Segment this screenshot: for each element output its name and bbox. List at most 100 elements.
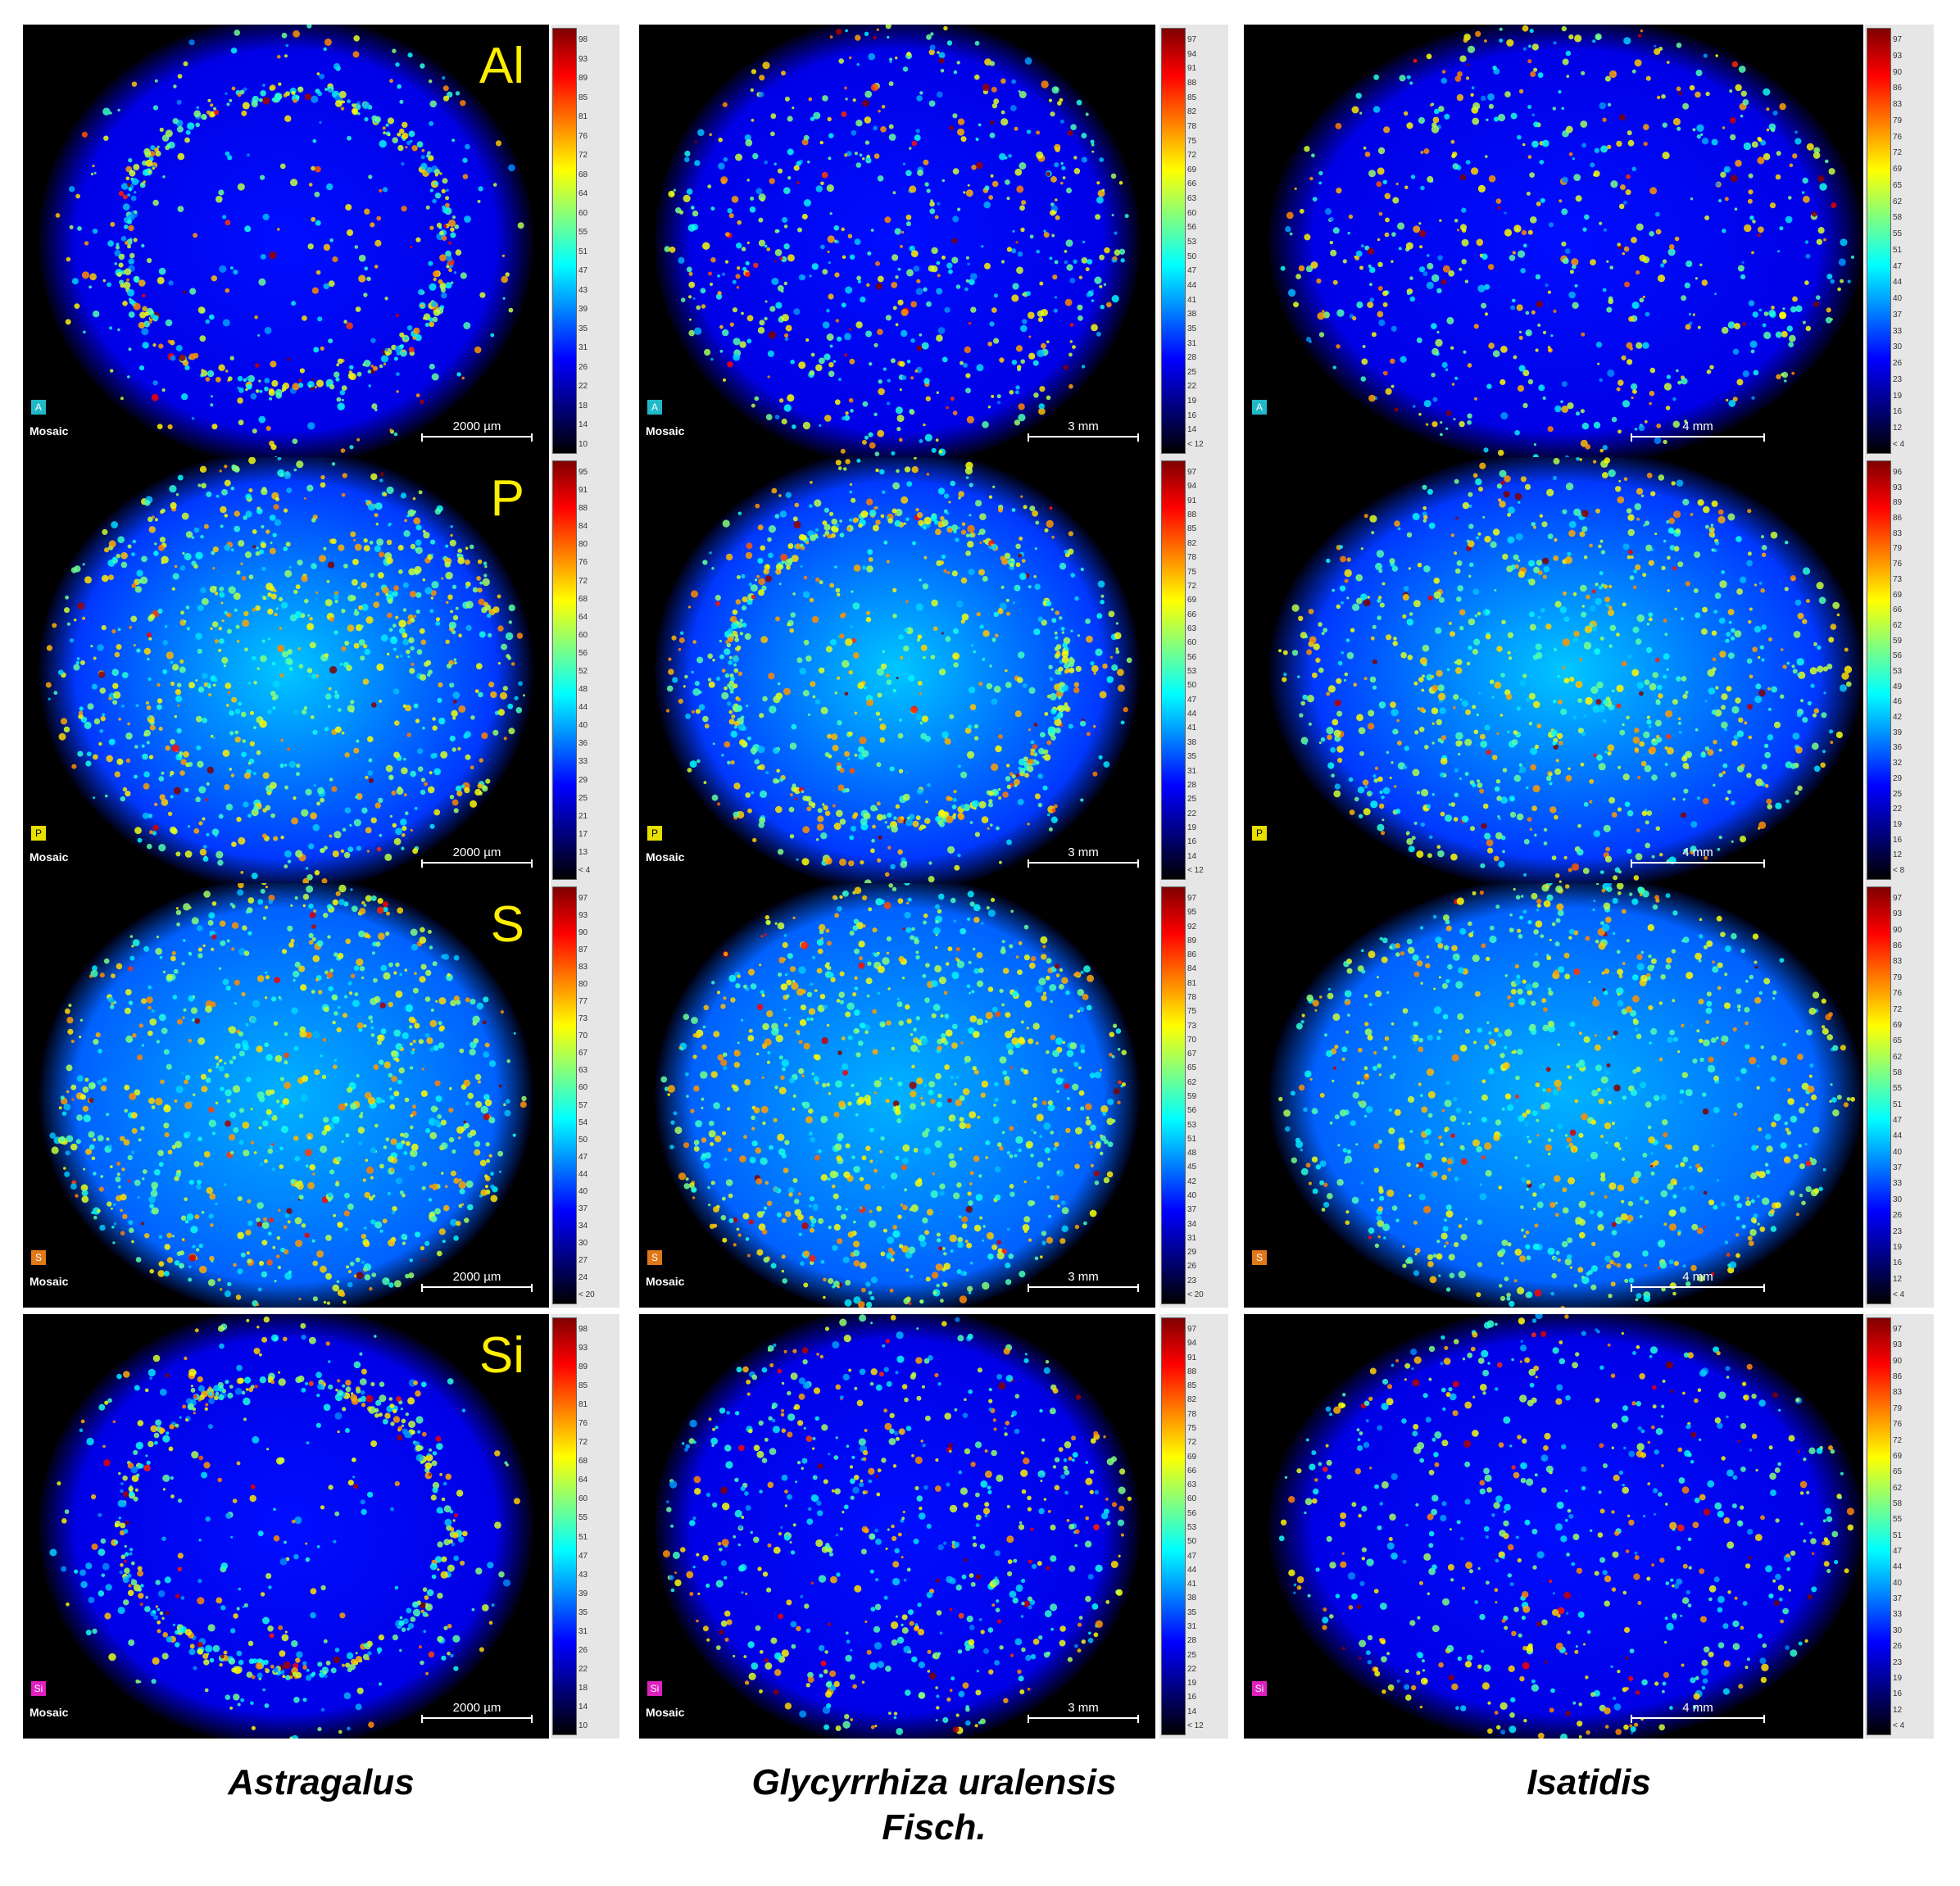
color-scale-tick: 93 [578,54,588,64]
color-scale-tick: 90 [1893,67,1903,77]
color-scale-tick: 47 [578,1152,588,1162]
color-scale-tick: 34 [578,1221,588,1231]
color-scale-tick: 25 [1187,367,1197,377]
color-scale-gradient [1867,1317,1891,1735]
scale-bar: 3 mm [1028,419,1139,452]
color-scale-tick: 22 [578,382,588,392]
color-scale-tick: 14 [1187,1707,1197,1716]
color-scale-tick: 35 [578,324,588,333]
elemental-distribution-map [39,25,533,457]
scale-bar: 4 mm [1631,1270,1765,1303]
color-scale-tick: 16 [1893,407,1903,417]
color-scale-tick: 86 [1893,84,1903,93]
color-scale-tick: 30 [1893,1195,1903,1204]
color-scale-tick: 84 [1187,964,1197,974]
color-scale-gradient [552,460,577,880]
color-scale-tick: 79 [1893,116,1903,125]
color-scale-tick: 66 [1187,610,1197,619]
color-scale-tick: 72 [578,576,588,586]
mosaic-label: Mosaic [29,424,69,437]
color-scale-bar: 97 93 90 86 83 79 76 72 69 65 62 58 55 51 47 44 40 37 33 30… [1865,883,1934,1308]
map-panel-p-glycyrrhiza: P Mosaic 3 mm [639,457,1155,883]
color-scale-tick: 95 [1187,908,1197,918]
color-scale-tick: 72 [1187,581,1197,591]
color-scale-ticks: 97 94 91 88 85 82 78 75 72 69 66 63 60 56 53 50 47 44 41 38… [1187,460,1220,880]
color-scale-tick: 27 [578,1255,588,1265]
color-scale-tick: 47 [1187,266,1197,276]
color-scale-tick: 69 [1187,596,1197,605]
color-scale-tick: 94 [1187,49,1197,59]
color-scale-tick: 58 [1893,213,1903,223]
mosaic-label: Mosaic [29,1706,69,1719]
color-scale-tick: 62 [1893,1483,1903,1493]
color-scale-tick: 56 [1187,652,1197,662]
color-scale-tick: 93 [1893,51,1903,61]
color-scale-tick: 19 [1187,1679,1197,1689]
color-scale-tick: 38 [1187,310,1197,320]
color-scale-tick: 29 [578,775,588,785]
color-scale-tick: 64 [578,1476,588,1485]
color-scale-tick: 93 [1893,1340,1903,1350]
color-scale-tick: 40 [1893,294,1903,304]
color-scale-tick: 21 [578,811,588,821]
element-badge: S [1252,1250,1267,1265]
scale-bar-label: 3 mm [1068,846,1099,859]
color-scale-gradient [552,28,577,454]
color-scale-tick: 53 [1187,667,1197,676]
color-scale-ticks: 97 94 91 88 85 82 78 75 72 69 66 63 60 56 53 50 47 44 41 38… [1187,28,1220,454]
color-scale-tick: 47 [1187,1551,1197,1561]
color-scale-tick: 56 [1893,651,1903,661]
color-scale-tick: 14 [578,420,588,430]
color-scale-tick: 22 [1187,382,1197,392]
color-scale-tick: 18 [578,1683,588,1693]
color-scale-tick: 55 [578,228,588,238]
scale-bar: 3 mm [1028,1270,1139,1303]
scale-bar-line [1028,1284,1139,1292]
color-scale-tick: 25 [1893,789,1903,799]
color-scale-tick: 66 [1187,1466,1197,1476]
color-scale-tick: 40 [1187,1191,1197,1200]
color-scale-tick: 44 [1187,1565,1197,1575]
elemental-distribution-map [1268,883,1863,1308]
color-scale-tick: 26 [1187,1262,1197,1272]
element-badge: A [1252,400,1267,415]
color-scale-ticks: 97 93 90 86 83 79 76 72 69 65 62 58 55 51 47 44 40 37 33 30… [1893,1317,1926,1735]
color-scale-tick: 63 [1187,194,1197,204]
color-scale-tick: 33 [1893,326,1903,336]
color-scale-tick: 53 [1187,1120,1197,1130]
color-scale-tick: 86 [1893,514,1903,524]
color-scale-tick: < 12 [1187,440,1204,449]
color-scale-tick: 72 [1893,1004,1903,1014]
color-scale-tick: 63 [1187,1480,1197,1490]
color-scale-tick: 88 [578,504,588,514]
color-scale-tick: 83 [1893,100,1903,110]
color-scale-tick: < 12 [1187,866,1204,875]
element-label: Al [479,38,524,94]
color-scale-tick: 63 [578,1066,588,1076]
color-scale-tick: 68 [578,1457,588,1467]
color-scale-tick: 12 [1893,424,1903,433]
color-scale-tick: 31 [1187,1233,1197,1243]
element-badge: P [31,826,46,841]
color-scale-tick: 47 [578,266,588,276]
color-scale-tick: 12 [1893,1705,1903,1715]
color-scale-tick: 65 [1893,1467,1903,1477]
elemental-distribution-map [1268,1314,1863,1739]
scale-bar-line [1631,1284,1765,1292]
color-scale-gradient [1867,460,1891,880]
color-scale-tick: 53 [1893,667,1903,676]
mosaic-label: Mosaic [646,850,685,864]
color-scale-tick: 35 [1187,324,1197,333]
color-scale-tick: 43 [578,1570,588,1580]
scale-bar-label: 3 mm [1068,1701,1099,1715]
color-scale-tick: 88 [1187,510,1197,520]
color-scale-tick: 65 [1187,1063,1197,1073]
color-scale-tick: 68 [578,594,588,604]
color-scale-tick: 82 [1187,107,1197,117]
scale-bar-label: 4 mm [1682,1701,1713,1715]
color-scale-tick: 47 [1893,1547,1903,1557]
scale-bar-label: 4 mm [1682,1270,1713,1284]
color-scale-tick: 16 [1187,410,1197,420]
element-label: P [490,470,524,527]
scale-bar-label: 3 mm [1068,419,1099,433]
